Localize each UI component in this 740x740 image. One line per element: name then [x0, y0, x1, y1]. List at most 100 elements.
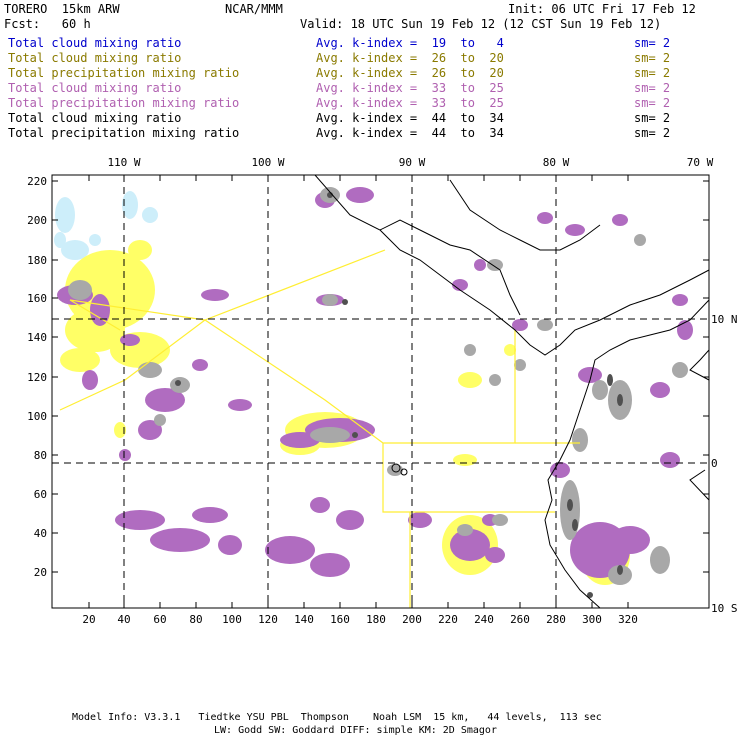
- legend-kindex: Avg. k-index = 44 to 34: [316, 126, 504, 140]
- x-tick-label: 280: [546, 613, 566, 626]
- cloud-gray: [650, 546, 670, 574]
- legend-kindex: Avg. k-index = 26 to 20: [316, 51, 504, 65]
- boundary-line: [59, 249, 386, 411]
- legend-kindex: Avg. k-index = 26 to 20: [316, 66, 504, 80]
- longitude-label: 80 W: [543, 156, 570, 169]
- cloud-gray: [672, 362, 688, 378]
- legend-sm: sm= 2: [634, 51, 671, 65]
- cloud-light: [89, 234, 101, 246]
- cloud-purple: [408, 512, 432, 528]
- cloud-purple: [90, 294, 110, 326]
- y-tick-label: 180: [27, 254, 47, 267]
- legend-field: Total cloud mixing ratio: [8, 81, 182, 95]
- coastline: [544, 299, 709, 608]
- y-tick-label: 20: [34, 566, 47, 579]
- cloud-light: [122, 191, 138, 219]
- cloud-core: [352, 432, 358, 438]
- precip-yellow: [60, 348, 100, 372]
- cloud-purple: [310, 553, 350, 577]
- precip-yellow: [110, 332, 170, 368]
- cloud-purple: [612, 214, 628, 226]
- legend-sm: sm= 2: [634, 66, 671, 80]
- cloud-gray: [457, 524, 473, 536]
- cloud-core: [342, 299, 348, 305]
- cloud-purple: [82, 370, 98, 390]
- cloud-purple: [650, 382, 670, 398]
- cloud-purple: [120, 334, 140, 346]
- cloud-purple: [145, 388, 185, 412]
- legend-field: Total cloud mixing ratio: [8, 51, 182, 65]
- cloud-purple: [115, 510, 165, 530]
- legend-field: Total cloud mixing ratio: [8, 36, 182, 50]
- x-tick-label: 200: [402, 613, 422, 626]
- cloud-core: [175, 380, 181, 386]
- cloud-purple: [550, 462, 570, 478]
- y-tick-label: 40: [34, 527, 47, 540]
- cloud-purple: [474, 259, 486, 271]
- model-title: TORERO 15km ARW: [4, 2, 120, 16]
- precip-yellow: [114, 422, 126, 438]
- longitude-label: 100 W: [251, 156, 284, 169]
- cloud-purple: [218, 535, 242, 555]
- model-info: Model Info: V3.3.1 Tiedtke YSU PBL Thomp…: [72, 712, 602, 723]
- cloud-light: [142, 207, 158, 223]
- cloud-purple: [660, 452, 680, 468]
- forecast-hour: Fcst: 60 h: [4, 17, 91, 31]
- cloud-core: [617, 565, 623, 575]
- precip-yellow: [128, 240, 152, 260]
- cloud-light: [54, 232, 66, 248]
- cloud-purple: [452, 279, 468, 291]
- cloud-gray: [514, 359, 526, 371]
- x-tick-label: 80: [189, 613, 202, 626]
- cloud-purple: [537, 212, 553, 224]
- cloud-purple: [280, 432, 320, 448]
- cloud-purple: [192, 359, 208, 371]
- cloud-purple: [336, 510, 364, 530]
- x-tick-label: 140: [294, 613, 314, 626]
- cloud-light: [61, 240, 89, 260]
- y-tick-label: 120: [27, 371, 47, 384]
- x-tick-label: 260: [510, 613, 530, 626]
- map-frame: [51, 174, 710, 609]
- physics-info: LW: Godd SW: Goddard DIFF: simple KM: 2D…: [214, 725, 497, 736]
- y-tick-label: 80: [34, 449, 47, 462]
- org-label: NCAR/MMM: [225, 2, 283, 16]
- y-tick-label: 60: [34, 488, 47, 501]
- y-tick-label: 200: [27, 214, 47, 227]
- legend-field: Total precipitation mixing ratio: [8, 96, 240, 110]
- legend-field: Total cloud mixing ratio: [8, 111, 182, 125]
- cloud-core: [607, 374, 613, 386]
- legend-kindex: Avg. k-index = 19 to 4: [316, 36, 504, 50]
- legend-kindex: Avg. k-index = 33 to 25: [316, 81, 504, 95]
- cloud-purple: [346, 187, 374, 203]
- cloud-core: [567, 499, 573, 511]
- y-tick-label: 140: [27, 331, 47, 344]
- longitude-label: 70 W: [687, 156, 714, 169]
- cloud-gray: [489, 374, 501, 386]
- latitude-label: 10 N: [711, 313, 738, 326]
- cloud-gray: [634, 234, 646, 246]
- x-tick-label: 160: [330, 613, 350, 626]
- cloud-gray: [492, 514, 508, 526]
- cloud-purple: [512, 319, 528, 331]
- cloud-gray: [154, 414, 166, 426]
- x-tick-label: 20: [82, 613, 95, 626]
- cloud-purple: [150, 528, 210, 552]
- longitude-label: 90 W: [399, 156, 426, 169]
- init-time: Init: 06 UTC Fri 17 Feb 12: [508, 2, 696, 16]
- legend-kindex: Avg. k-index = 44 to 34: [316, 111, 504, 125]
- cloud-gray: [487, 259, 503, 271]
- cloud-purple: [310, 497, 330, 513]
- legend-sm: sm= 2: [634, 36, 671, 50]
- x-tick-label: 100: [222, 613, 242, 626]
- cloud-purple: [450, 529, 490, 561]
- precip-yellow: [453, 454, 477, 466]
- plot-layer: [54, 175, 709, 608]
- cloud-gray: [592, 380, 608, 400]
- cloud-purple: [565, 224, 585, 236]
- cloud-gray: [322, 294, 338, 306]
- coastline: [314, 175, 709, 356]
- cloud-purple: [201, 289, 229, 301]
- latitude-label: 10 S: [711, 602, 738, 615]
- x-tick-label: 40: [117, 613, 130, 626]
